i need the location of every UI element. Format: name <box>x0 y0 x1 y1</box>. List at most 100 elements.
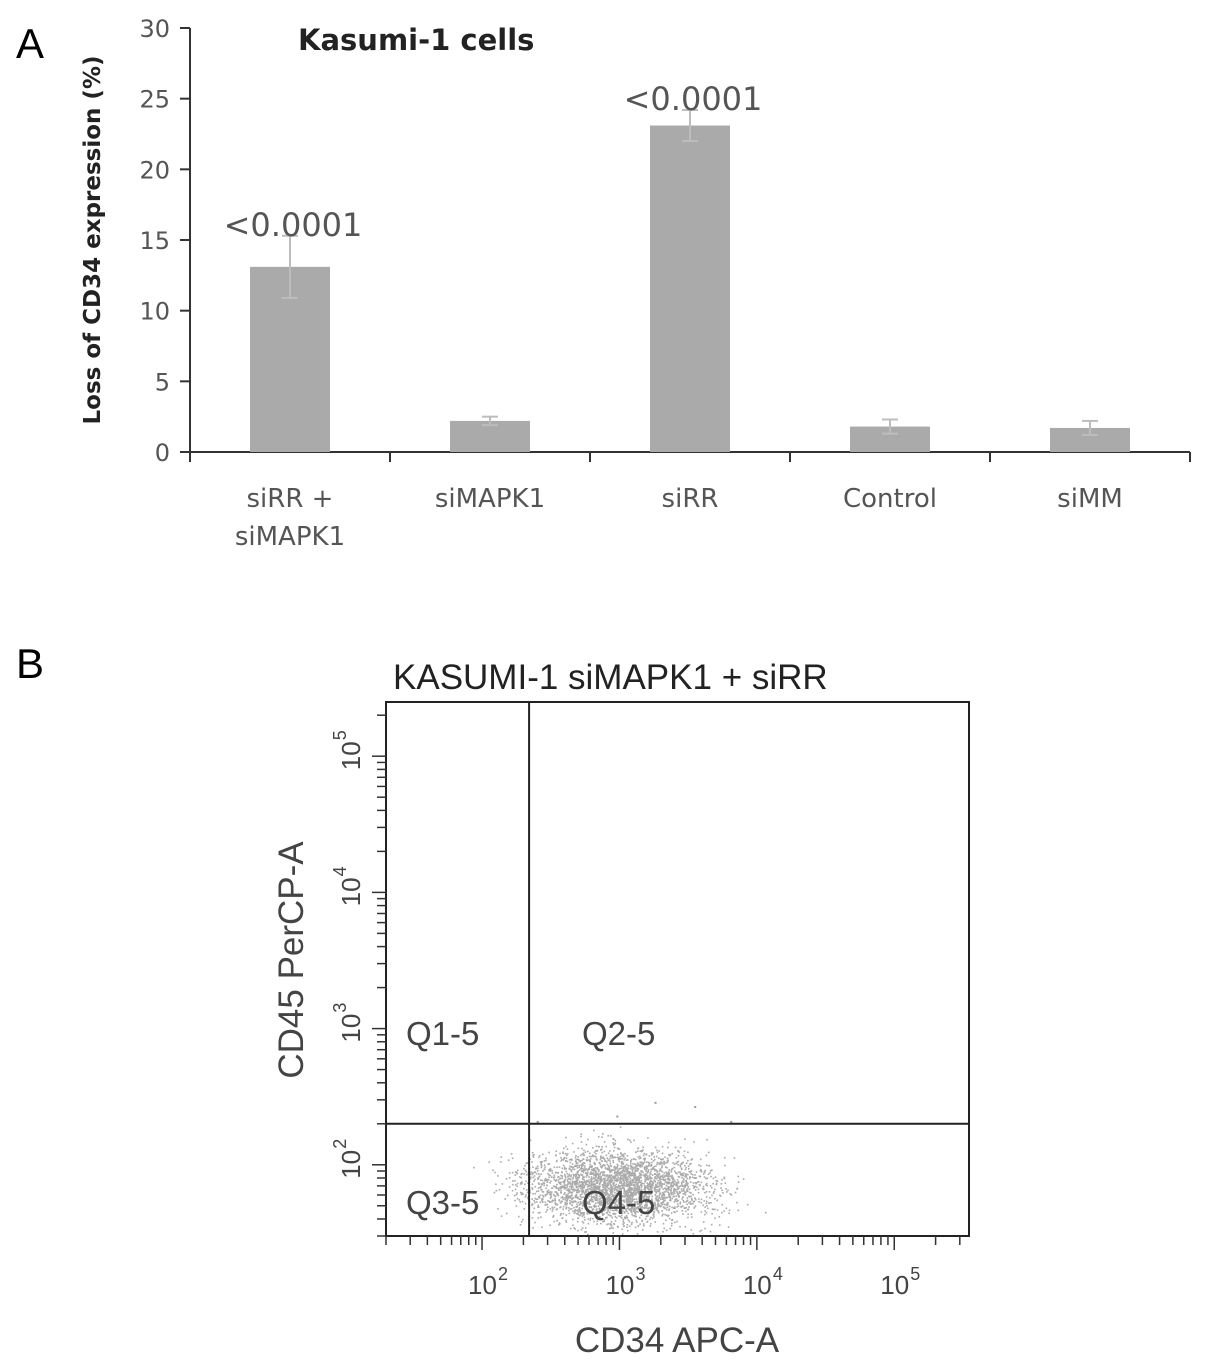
event-dot <box>631 1172 634 1174</box>
event-dot <box>570 1169 573 1172</box>
event-dot <box>618 1215 620 1217</box>
event-dot <box>601 1157 604 1159</box>
event-dot <box>554 1191 557 1193</box>
event-dot <box>658 1189 661 1191</box>
event-dot <box>631 1193 633 1196</box>
event-dot <box>613 1150 615 1152</box>
event-dot <box>579 1154 582 1157</box>
event-dot <box>645 1173 648 1175</box>
event-dot <box>671 1152 674 1155</box>
event-dot <box>580 1181 582 1184</box>
event-dot <box>566 1186 569 1188</box>
event-dot <box>566 1179 569 1181</box>
event-dot <box>538 1197 541 1199</box>
event-dot <box>593 1204 596 1206</box>
event-dot <box>565 1203 568 1206</box>
event-dot <box>591 1199 594 1201</box>
event-dot <box>638 1177 641 1179</box>
event-dot <box>620 1171 622 1173</box>
event-dot <box>620 1188 622 1191</box>
event-dot <box>637 1177 640 1179</box>
event-dot <box>623 1187 625 1190</box>
event-dot <box>659 1184 661 1186</box>
event-dot <box>568 1158 571 1161</box>
event-dot <box>665 1229 668 1232</box>
event-dot <box>661 1210 663 1212</box>
event-dot <box>592 1168 595 1170</box>
event-dot <box>595 1176 597 1178</box>
event-dot <box>589 1193 591 1196</box>
event-dot <box>630 1141 632 1144</box>
event-dot <box>604 1194 607 1196</box>
event-dot <box>722 1192 724 1194</box>
event-dot <box>625 1176 628 1179</box>
event-dot <box>658 1199 660 1202</box>
event-dot <box>616 1189 618 1191</box>
event-dot <box>638 1179 640 1182</box>
event-dot <box>617 1226 619 1228</box>
event-dot <box>652 1217 654 1220</box>
event-dot <box>694 1177 696 1179</box>
event-dot <box>637 1179 639 1182</box>
event-dot <box>556 1208 559 1210</box>
event-dot <box>621 1183 623 1185</box>
event-dot <box>562 1151 564 1154</box>
event-dot <box>588 1185 590 1188</box>
event-dot <box>705 1196 708 1198</box>
event-dot <box>648 1183 651 1186</box>
event-dot <box>659 1205 662 1208</box>
event-dot <box>650 1180 653 1183</box>
event-dot <box>634 1178 637 1181</box>
event-dot <box>620 1162 623 1165</box>
event-dot <box>575 1189 578 1192</box>
event-dot <box>614 1201 617 1204</box>
event-dot <box>650 1189 653 1192</box>
event-dot <box>607 1210 609 1212</box>
event-dot <box>649 1180 652 1183</box>
event-dot <box>698 1175 701 1178</box>
event-dot <box>560 1156 562 1159</box>
event-dot <box>650 1201 652 1204</box>
event-dot <box>626 1223 629 1226</box>
event-dot <box>535 1167 537 1169</box>
event-dot <box>545 1159 547 1162</box>
event-dot <box>648 1210 651 1212</box>
event-dot <box>640 1157 642 1159</box>
event-dot <box>659 1163 661 1166</box>
event-dot <box>681 1162 683 1165</box>
event-dot <box>566 1189 568 1192</box>
event-dot <box>639 1223 641 1225</box>
event-dot <box>677 1160 680 1163</box>
event-dot <box>671 1179 674 1181</box>
event-dot <box>636 1201 639 1204</box>
event-dot <box>682 1181 685 1183</box>
event-dot <box>564 1191 566 1194</box>
event-dot <box>667 1181 670 1183</box>
event-dot <box>632 1203 634 1205</box>
event-dot <box>578 1191 580 1194</box>
event-dot <box>609 1155 612 1158</box>
event-dot <box>593 1163 596 1166</box>
event-dot <box>660 1202 663 1205</box>
event-dot <box>559 1202 562 1204</box>
event-dot <box>640 1199 642 1202</box>
event-dot <box>593 1189 595 1192</box>
event-dot <box>560 1185 563 1188</box>
event-dot <box>588 1201 591 1204</box>
event-dot <box>673 1192 676 1195</box>
event-dot <box>663 1172 666 1174</box>
event-dot <box>620 1174 622 1177</box>
event-dot <box>571 1183 574 1186</box>
event-dot <box>659 1204 661 1207</box>
event-dot <box>577 1217 580 1220</box>
event-dot <box>590 1183 593 1185</box>
event-dot <box>615 1174 618 1177</box>
event-dot <box>588 1195 590 1197</box>
event-dot <box>645 1205 648 1207</box>
event-dot <box>597 1168 600 1171</box>
event-dot <box>673 1166 676 1169</box>
event-dot <box>587 1138 589 1141</box>
event-dot <box>571 1204 573 1207</box>
event-dot <box>617 1169 620 1171</box>
